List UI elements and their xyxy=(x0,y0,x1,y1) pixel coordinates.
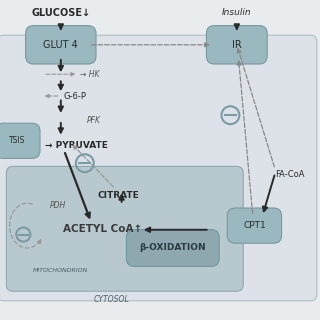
FancyBboxPatch shape xyxy=(0,123,40,158)
Text: GLUT 4: GLUT 4 xyxy=(44,40,78,50)
Text: ACETYL CoA↑: ACETYL CoA↑ xyxy=(63,224,142,234)
Text: → HK: → HK xyxy=(80,70,100,79)
Text: PFK: PFK xyxy=(86,116,100,125)
Text: Insulin: Insulin xyxy=(222,8,252,17)
Text: CITRATE: CITRATE xyxy=(98,191,139,200)
Text: TSIS: TSIS xyxy=(9,136,26,145)
Text: PDH: PDH xyxy=(50,201,66,210)
Text: G-6-P: G-6-P xyxy=(64,92,87,100)
Text: IR: IR xyxy=(232,40,242,50)
FancyBboxPatch shape xyxy=(26,26,96,64)
Text: CPT1: CPT1 xyxy=(243,221,266,230)
FancyBboxPatch shape xyxy=(126,230,219,266)
FancyBboxPatch shape xyxy=(206,26,267,64)
FancyBboxPatch shape xyxy=(0,35,317,301)
FancyBboxPatch shape xyxy=(6,166,243,291)
Text: FA-CoA: FA-CoA xyxy=(275,170,305,179)
FancyBboxPatch shape xyxy=(227,208,282,243)
Text: CYTOSOL: CYTOSOL xyxy=(94,295,130,304)
Text: MITOCHONDRION: MITOCHONDRION xyxy=(33,268,88,273)
Text: → PYRUVATE: → PYRUVATE xyxy=(45,141,108,150)
Text: β-OXIDATION: β-OXIDATION xyxy=(140,244,206,252)
Text: GLUCOSE↓: GLUCOSE↓ xyxy=(31,8,90,18)
